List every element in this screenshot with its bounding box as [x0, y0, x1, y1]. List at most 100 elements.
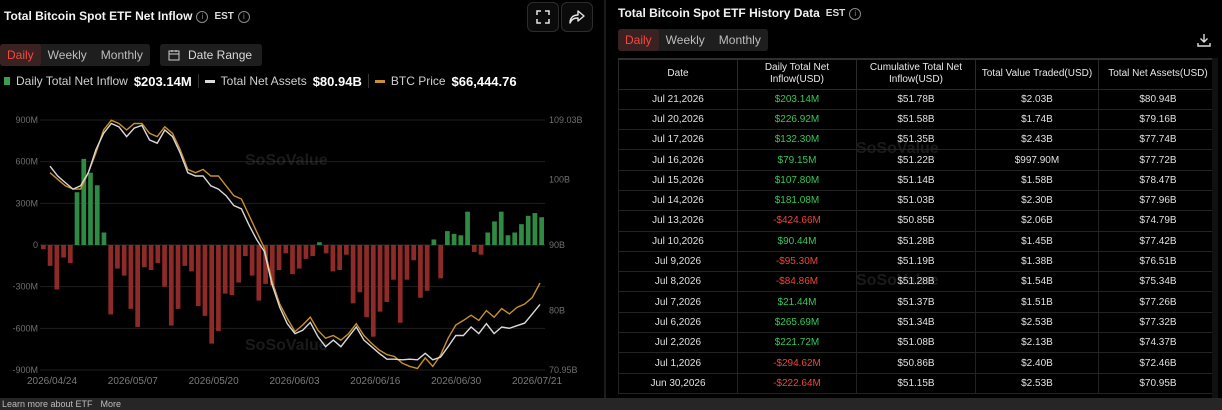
footer-bar: Learn more about ETF More — [0, 398, 1222, 410]
inflow-bar — [357, 245, 363, 293]
table-cell: $51.35B — [855, 129, 976, 151]
legend-inflow-label[interactable]: Daily Total Net Inflow — [16, 74, 128, 88]
table-cell: $51.22B — [855, 149, 976, 171]
column-header-cumulative[interactable]: Cumulative Total Net Inflow(USD) — [855, 58, 976, 90]
inflow-bar — [182, 245, 188, 266]
inflow-bar — [263, 245, 268, 284]
table-cell: $77.72B — [1097, 149, 1219, 171]
table-row[interactable]: Jul 1,2026 -$294.62M $50.86B $2.40B $72.46B — [618, 352, 1219, 374]
date-range-button[interactable]: Date Range — [160, 44, 262, 66]
inflow-chart[interactable]: 900M 600M 300M 0 -300M -600M -900M 109.03B 100B 9… — [0, 100, 604, 390]
legend-swatch-btc — [374, 79, 385, 83]
more-link[interactable]: More — [100, 399, 122, 409]
inflow-bar — [391, 245, 396, 280]
table-row[interactable]: Jul 14,2026 $181.08M $51.03B $2.30B $77.96B — [618, 189, 1219, 212]
inflow-bar — [525, 215, 531, 245]
watermark: SoSoValue — [245, 152, 328, 169]
legend-assets-label[interactable]: Total Net Assets — [220, 74, 307, 88]
table-cell: $2.43B — [974, 129, 1099, 151]
share-button[interactable] — [561, 2, 593, 32]
table-scrollbar[interactable] — [1212, 58, 1218, 398]
column-header-value-traded[interactable]: Total Value Traded(USD) — [974, 58, 1099, 90]
inflow-bar — [539, 217, 544, 245]
table-cell: $50.86B — [855, 352, 976, 374]
table-row[interactable]: Jul 7,2026 $21.44M $51.37B $1.51B $77.26B — [618, 291, 1219, 313]
table-cell: $51.37B — [855, 291, 976, 313]
inflow-bar — [101, 232, 107, 245]
info-icon[interactable]: i — [196, 10, 209, 23]
table-cell: $2.06B — [974, 210, 1099, 232]
tab-daily[interactable]: Daily — [618, 29, 659, 51]
info-icon[interactable]: i — [849, 7, 862, 20]
table-row[interactable]: Jun 30,2026 -$222.64M $51.15B $2.53B $70.95B — [618, 372, 1219, 394]
inflow-bar — [458, 235, 464, 245]
inflow-bar — [492, 221, 497, 245]
table-row[interactable]: Jul 17,2026 $132.30M $51.35B $2.43B $77.74B — [618, 129, 1219, 151]
table-row[interactable]: Jul 16,2026 $79.15M $51.22B $997.90M $77.72B — [618, 149, 1219, 171]
inflow-bar — [317, 242, 322, 245]
table-cell: Jul 13,2026 — [618, 210, 738, 232]
table-cell: $1.38B — [974, 250, 1099, 273]
inflow-bar — [512, 232, 518, 245]
table-row[interactable]: Jul 6,2026 $265.69M $51.34B $2.53B $77.32B — [618, 311, 1219, 334]
table-cell: $265.69M — [736, 311, 857, 334]
legend-inflow-value: $203.14M — [133, 73, 192, 89]
y-tick-label: 0 — [33, 240, 38, 250]
x-tick-label: 2026/07/21 — [512, 376, 562, 387]
inflow-bar — [162, 245, 167, 287]
history-title-row: Total Bitcoin Spot ETF History Data EST i — [618, 6, 862, 20]
table-cell: Jul 6,2026 — [618, 311, 738, 334]
tab-monthly[interactable]: Monthly — [100, 48, 143, 62]
table-cell: $74.79B — [1097, 210, 1219, 232]
table-row[interactable]: Jul 9,2026 -$95.30M $51.19B $1.38B $76.51B — [618, 250, 1219, 273]
column-header-net-assets[interactable]: Total Net Assets(USD) — [1097, 58, 1219, 90]
tab-weekly[interactable]: Weekly — [47, 48, 87, 62]
inflow-bar — [384, 245, 390, 302]
chart-title: Total Bitcoin Spot ETF Net Inflow — [4, 9, 193, 23]
learn-more-link[interactable]: Learn more about ETF — [2, 399, 93, 409]
y2-tick-label: 100B — [549, 174, 570, 184]
fullscreen-button[interactable] — [527, 2, 559, 32]
table-cell: $997.90M — [974, 149, 1099, 171]
table-cell: $2.03B — [974, 88, 1099, 110]
net-assets-line — [49, 122, 541, 361]
download-button[interactable] — [1196, 32, 1212, 53]
table-cell: $77.96B — [1097, 189, 1219, 212]
table-row[interactable]: Jul 10,2026 $90.44M $51.28B $1.45B $77.42B — [618, 230, 1219, 252]
tab-weekly[interactable]: Weekly — [665, 33, 705, 47]
info-icon[interactable]: i — [237, 10, 250, 23]
inflow-bar — [189, 245, 194, 272]
inflow-bar — [370, 245, 376, 337]
table-cell: $51.28B — [855, 271, 976, 293]
tab-monthly[interactable]: Monthly — [718, 33, 761, 47]
table-cell: $51.08B — [855, 332, 976, 354]
inflow-bar — [81, 158, 87, 245]
inflow-bar — [330, 245, 336, 272]
legend-btc-label[interactable]: BTC Price — [390, 74, 446, 88]
table-cell: Jul 17,2026 — [618, 129, 738, 151]
legend-assets-value: $80.94B — [312, 73, 362, 89]
inflow-bar — [88, 172, 93, 245]
inflow-bar — [195, 245, 201, 307]
table-row[interactable]: Jul 15,2026 $107.80M $51.14B $1.58B $78.47B — [618, 169, 1219, 191]
inflow-bar — [431, 239, 437, 245]
table-row[interactable]: Jul 8,2026 -$84.86M $51.28B $1.54B $75.34B — [618, 271, 1219, 293]
table-cell: $79.16B — [1097, 108, 1219, 131]
table-row[interactable]: Jul 13,2026 -$424.66M $50.85B $2.06B $74.79B — [618, 210, 1219, 232]
tab-daily[interactable]: Daily — [0, 44, 41, 66]
inflow-bar — [67, 245, 73, 264]
inflow-bar — [108, 245, 114, 315]
table-cell: $1.58B — [974, 169, 1099, 191]
inflow-bar — [344, 245, 349, 255]
table-cell: Jul 7,2026 — [618, 291, 738, 313]
inflow-chart-panel: Total Bitcoin Spot ETF Net Inflow i EST i D… — [0, 0, 604, 398]
inflow-bar — [249, 245, 255, 276]
column-header-daily-inflow[interactable]: Daily Total Net Inflow(USD) — [736, 58, 857, 90]
table-cell: Jun 30,2026 — [618, 372, 738, 394]
table-row[interactable]: Jul 21,2026 $203.14M $51.78B $2.03B $80.94B — [618, 88, 1219, 110]
table-cell: $77.42B — [1097, 230, 1219, 252]
table-row[interactable]: Jul 20,2026 $226.92M $51.58B $1.74B $79.16B — [618, 108, 1219, 131]
table-cell: -$95.30M — [736, 250, 857, 273]
table-row[interactable]: Jul 2,2026 $221.72M $51.08B $2.13B $74.37B — [618, 332, 1219, 354]
column-header-date[interactable]: Date — [618, 58, 738, 90]
